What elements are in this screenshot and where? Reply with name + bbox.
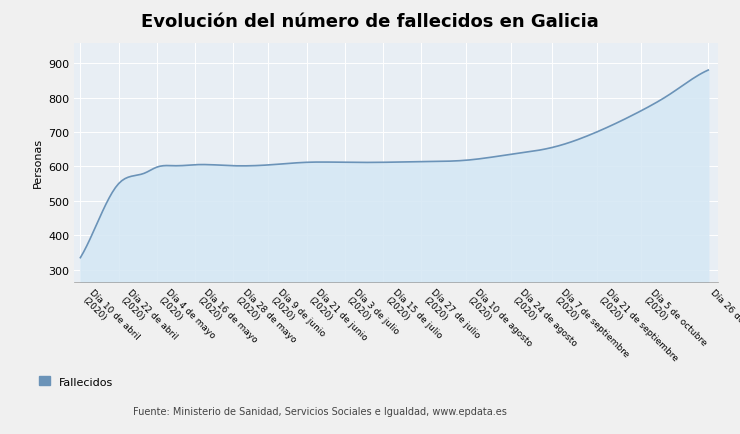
- Text: Fuente: Ministerio de Sanidad, Servicios Sociales e Igualdad, www.epdata.es: Fuente: Ministerio de Sanidad, Servicios…: [133, 407, 507, 417]
- Y-axis label: Personas: Personas: [33, 138, 42, 188]
- Legend: Fallecidos: Fallecidos: [35, 372, 118, 391]
- Text: Evolución del número de fallecidos en Galicia: Evolución del número de fallecidos en Ga…: [141, 13, 599, 31]
